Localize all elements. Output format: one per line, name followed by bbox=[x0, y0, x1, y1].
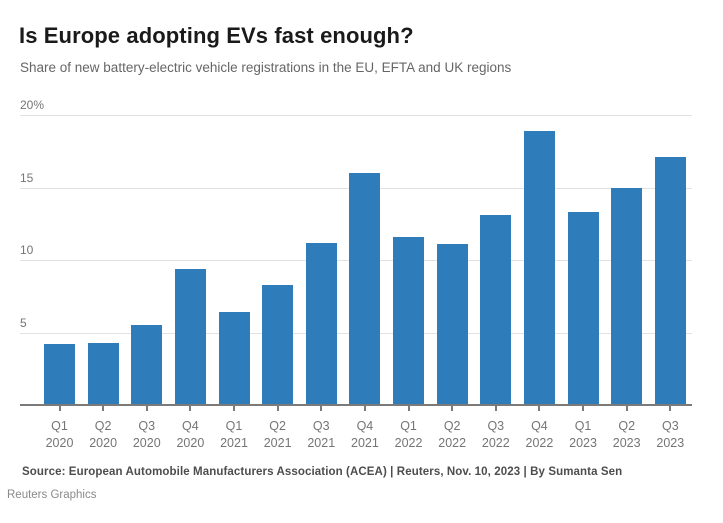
bar-q4-2022 bbox=[523, 130, 555, 405]
x-label-quarter: Q2 bbox=[443, 419, 461, 433]
x-axis-label-q3-2020: Q3 2020 bbox=[125, 418, 169, 452]
x-axis-label-q4-2021: Q4 2021 bbox=[343, 418, 387, 452]
x-label-quarter: Q4 bbox=[182, 419, 199, 433]
y-axis-tick-label: 15 bbox=[20, 170, 34, 185]
x-axis-tick bbox=[320, 406, 323, 411]
x-axis-label-q3-2022: Q3 2022 bbox=[474, 418, 518, 452]
x-label-year: 2023 bbox=[612, 436, 641, 450]
x-axis-tick bbox=[625, 406, 628, 411]
x-axis-tick bbox=[58, 406, 61, 411]
bar-q4-2021 bbox=[349, 173, 381, 405]
x-label-quarter: Q3 bbox=[312, 419, 330, 433]
source-attribution: Source: European Automobile Manufacturer… bbox=[22, 466, 623, 478]
x-axis-label-q3-2021: Q3 2021 bbox=[299, 418, 343, 452]
x-label-quarter: Q1 bbox=[225, 419, 243, 433]
y-axis-tick-label: 20% bbox=[20, 98, 45, 112]
x-label-quarter: Q1 bbox=[400, 419, 417, 433]
x-axis-label-q2-2022: Q2 2022 bbox=[430, 418, 474, 452]
x-axis-tick bbox=[233, 406, 236, 411]
x-axis-label-q4-2020: Q4 2020 bbox=[168, 418, 212, 452]
x-label-year: 2022 bbox=[525, 436, 554, 450]
x-label-year: 2023 bbox=[569, 436, 597, 450]
x-axis-label-q1-2022: Q1 2022 bbox=[387, 418, 431, 452]
x-label-year: 2021 bbox=[351, 436, 379, 450]
page-title: Is Europe adopting EVs fast enough? bbox=[19, 23, 414, 48]
x-label-year: 2021 bbox=[220, 436, 248, 450]
bar-q3-2021 bbox=[305, 242, 337, 405]
bar-q3-2020 bbox=[131, 325, 163, 405]
x-axis-label-q1-2021: Q1 2021 bbox=[212, 418, 256, 452]
x-label-year: 2022 bbox=[438, 436, 467, 450]
x-label-quarter: Q1 bbox=[51, 419, 68, 433]
bar-q2-2022 bbox=[436, 244, 468, 405]
y-axis-tick-label: 5 bbox=[20, 315, 27, 330]
y-axis-tick-label: 10 bbox=[20, 243, 34, 257]
x-axis-tick bbox=[494, 406, 497, 411]
x-axis-tick bbox=[582, 406, 585, 411]
x-label-year: 2022 bbox=[394, 436, 423, 450]
bar-q4-2020 bbox=[174, 268, 206, 405]
chart-subtitle: Share of new battery-electric vehicle re… bbox=[20, 60, 512, 75]
bar-q3-2022 bbox=[480, 215, 512, 405]
x-axis-label-q1-2023: Q1 2023 bbox=[561, 418, 605, 452]
x-axis-label-q3-2023: Q3 2023 bbox=[648, 418, 692, 452]
x-label-year: 2021 bbox=[307, 436, 336, 450]
x-axis-tick bbox=[538, 406, 541, 411]
bar-q3-2023 bbox=[654, 157, 686, 405]
bar-q2-2020 bbox=[87, 342, 119, 405]
x-label-quarter: Q2 bbox=[618, 419, 636, 433]
x-label-quarter: Q3 bbox=[661, 419, 679, 433]
x-label-year: 2021 bbox=[263, 436, 292, 450]
bar-q1-2020 bbox=[44, 344, 75, 405]
x-axis-tick bbox=[363, 406, 366, 411]
gridline-20 bbox=[20, 115, 692, 116]
x-label-year: 2020 bbox=[89, 436, 118, 450]
x-label-year: 2022 bbox=[481, 436, 510, 450]
x-label-quarter: Q1 bbox=[574, 419, 592, 433]
x-label-year: 2020 bbox=[45, 436, 74, 450]
bar-q1-2021 bbox=[218, 312, 250, 405]
x-label-year: 2020 bbox=[176, 436, 205, 450]
x-axis-tick bbox=[407, 406, 410, 411]
bar-chart-plot-area: 5 10 15 20% Q1 2020 Q2 2020 Q3 2020 Q4 2020 Q1 2021 Q2… bbox=[20, 98, 692, 450]
x-axis-tick bbox=[102, 406, 105, 411]
bar-q1-2022 bbox=[393, 236, 425, 405]
x-label-quarter: Q3 bbox=[138, 419, 156, 433]
x-axis-label-q1-2020: Q1 2020 bbox=[38, 418, 82, 452]
x-axis-tick bbox=[189, 406, 192, 411]
x-axis-label-q4-2022: Q4 2022 bbox=[517, 418, 561, 452]
x-axis-line bbox=[20, 404, 692, 406]
x-label-quarter: Q4 bbox=[356, 419, 374, 433]
x-axis-tick bbox=[451, 406, 454, 411]
bar-q2-2023 bbox=[611, 187, 643, 405]
x-axis-label-q2-2023: Q2 2023 bbox=[605, 418, 649, 452]
x-axis-tick bbox=[669, 406, 672, 411]
x-label-year: 2023 bbox=[656, 436, 685, 450]
bar-q2-2021 bbox=[262, 284, 294, 405]
x-axis-label-q2-2021: Q2 2021 bbox=[256, 418, 300, 452]
x-label-quarter: Q4 bbox=[531, 419, 548, 433]
x-label-quarter: Q2 bbox=[94, 419, 112, 433]
bar-q1-2023 bbox=[567, 212, 599, 405]
x-label-year: 2020 bbox=[132, 436, 161, 450]
x-label-quarter: Q2 bbox=[269, 419, 286, 433]
x-axis-label-q2-2020: Q2 2020 bbox=[81, 418, 125, 452]
x-label-quarter: Q3 bbox=[487, 419, 505, 433]
reuters-graphics-credit: Reuters Graphics bbox=[7, 489, 97, 501]
x-axis-tick bbox=[276, 406, 279, 411]
x-axis-tick bbox=[145, 406, 148, 411]
